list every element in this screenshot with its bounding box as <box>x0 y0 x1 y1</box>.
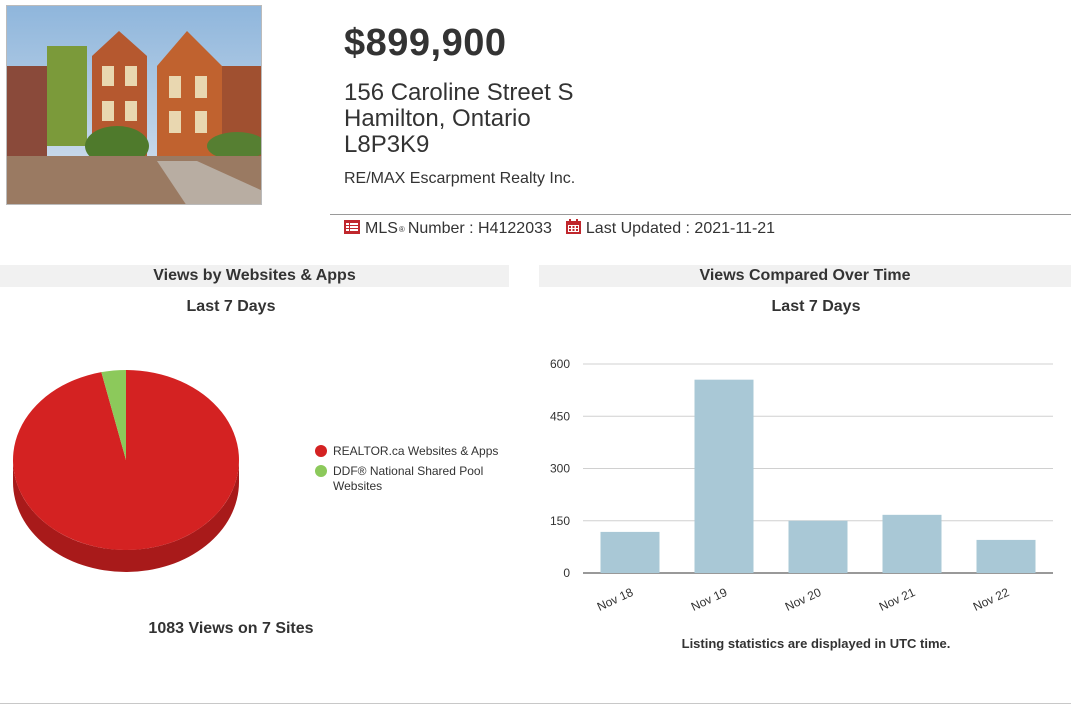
address-line-2: Hamilton, Ontario <box>344 105 531 132</box>
pie-legend: REALTOR.ca Websites & Apps DDF® National… <box>315 444 503 499</box>
bar-2[interactable] <box>788 520 848 573</box>
x-tick-label: Nov 22 <box>971 585 1012 614</box>
postal-code: L8P3K9 <box>344 131 430 158</box>
views-by-websites-title: Views by Websites & Apps <box>0 265 509 287</box>
legend-dot-ddf <box>315 465 327 477</box>
y-tick-label: 0 <box>563 566 570 580</box>
listing-address: 156 Caroline Street S Hamilton, Ontario … <box>344 80 573 158</box>
legend-dot-realtor <box>315 445 327 457</box>
mls-registered-mark: ® <box>398 224 405 234</box>
bar-1[interactable] <box>694 379 754 573</box>
listing-price: $899,900 <box>344 22 507 64</box>
views-over-time-title: Views Compared Over Time <box>539 265 1071 287</box>
y-tick-label: 450 <box>550 409 570 423</box>
brokerage-name: RE/MAX Escarpment Realty Inc. <box>344 170 576 187</box>
footer-divider <box>0 703 1071 704</box>
y-tick-label: 300 <box>550 462 570 476</box>
y-tick-label: 150 <box>550 514 570 528</box>
views-by-websites-subtitle: Last 7 Days <box>186 298 276 315</box>
last-updated: Last Updated : 2021-11-21 <box>585 220 776 237</box>
bar-0[interactable] <box>600 531 660 573</box>
views-bar-chart: 0 150 300 450 600 Nov 18 Nov 19 Nov 20 Nov 21 Nov… <box>550 357 1053 614</box>
listing-meta: MLS ® Number : H4122033 Last Updated : 20… <box>344 219 775 239</box>
legend-item-realtor[interactable]: REALTOR.ca Websites & Apps <box>315 444 503 459</box>
calendar-icon <box>565 219 581 239</box>
pie-side <box>13 460 239 572</box>
legend-item-ddf[interactable]: DDF® National Shared Pool Websites <box>315 464 503 494</box>
x-tick-label: Nov 21 <box>877 585 918 614</box>
views-total: 1083 Views on 7 Sites <box>148 620 314 637</box>
y-tick-label: 600 <box>550 357 570 371</box>
mls-label: MLS <box>365 220 398 237</box>
views-pie-chart <box>13 370 240 572</box>
mls-number: Number : H4122033 <box>407 220 552 237</box>
property-photo[interactable] <box>6 5 262 205</box>
pie-slice-1[interactable] <box>101 370 126 460</box>
x-tick-label: Nov 20 <box>783 585 824 614</box>
pie-slice-0[interactable] <box>13 370 240 550</box>
views-over-time-subtitle: Last 7 Days <box>771 298 861 315</box>
legend-label-realtor: REALTOR.ca Websites & Apps <box>333 444 499 458</box>
legend-label-ddf: DDF® National Shared Pool Websites <box>333 464 484 493</box>
bar-3[interactable] <box>882 514 942 573</box>
x-tick-label: Nov 19 <box>689 585 730 614</box>
x-tick-label: Nov 18 <box>595 585 636 614</box>
header-divider <box>330 214 1071 215</box>
address-line-1: 156 Caroline Street S <box>344 79 574 106</box>
bar-4[interactable] <box>976 539 1036 573</box>
utc-note: Listing statistics are displayed in UTC … <box>681 636 951 651</box>
mls-icon <box>344 219 360 239</box>
